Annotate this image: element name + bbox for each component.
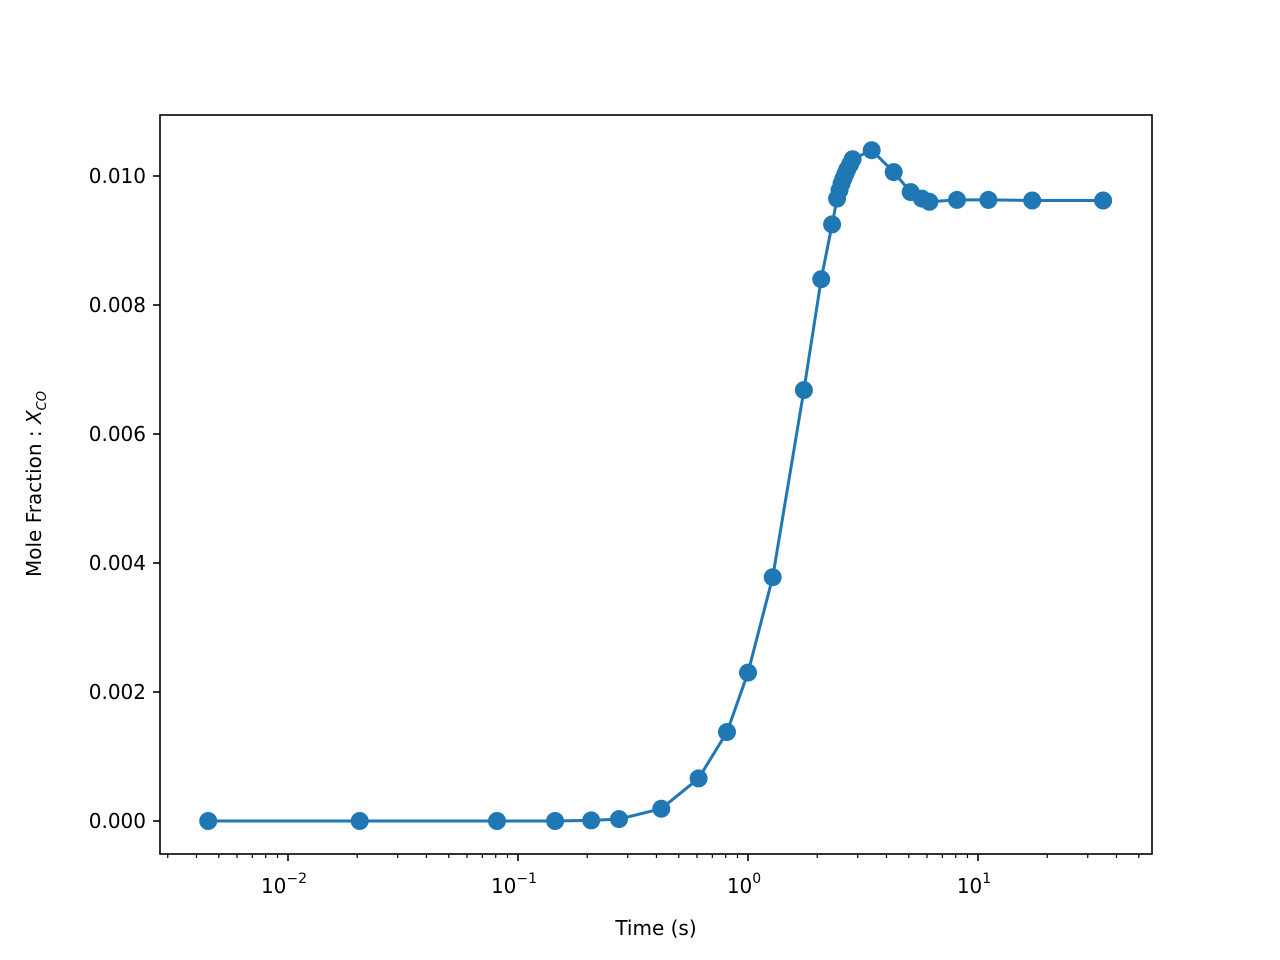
x-tick-label: 10−2	[261, 871, 307, 898]
plot-area	[199, 141, 1113, 830]
x-tick-label: 10−1	[491, 871, 537, 898]
data-point	[739, 663, 757, 682]
y-tick-label: 0.004	[89, 551, 146, 575]
data-point	[350, 812, 369, 830]
y-axis-label: Mole Fraction : XCO	[22, 391, 50, 577]
data-point	[843, 150, 862, 169]
data-point	[582, 811, 601, 830]
data-point	[862, 141, 881, 160]
data-point	[689, 769, 708, 788]
data-point	[948, 190, 966, 209]
y-tick-label: 0.006	[89, 422, 146, 446]
y-tick-label: 0.008	[89, 293, 146, 317]
data-point	[1094, 191, 1113, 210]
y-tick-label: 0.010	[89, 164, 146, 188]
x-axis-label: Time (s)	[614, 916, 696, 940]
x-axis-ticks: 10−2 10−1 100 101	[167, 854, 1140, 898]
data-point	[812, 270, 831, 289]
x-tick-label: 100	[727, 871, 761, 898]
data-point	[823, 215, 842, 234]
data-point	[610, 810, 628, 829]
data-point	[763, 568, 782, 587]
data-point	[546, 812, 565, 830]
data-point	[652, 799, 671, 818]
data-point	[794, 381, 813, 400]
data-point	[718, 723, 736, 741]
data-point	[1023, 191, 1042, 210]
data-point	[920, 192, 939, 211]
data-point	[979, 190, 998, 209]
data-point	[884, 163, 903, 182]
y-axis-ticks: 0.000 0.002 0.004 0.006 0.008 0.010	[89, 164, 160, 833]
x-tick-label: 101	[957, 871, 991, 898]
y-tick-label: 0.002	[89, 680, 146, 704]
data-point	[199, 812, 218, 830]
y-tick-label: 0.000	[89, 809, 146, 833]
data-point	[488, 812, 506, 830]
